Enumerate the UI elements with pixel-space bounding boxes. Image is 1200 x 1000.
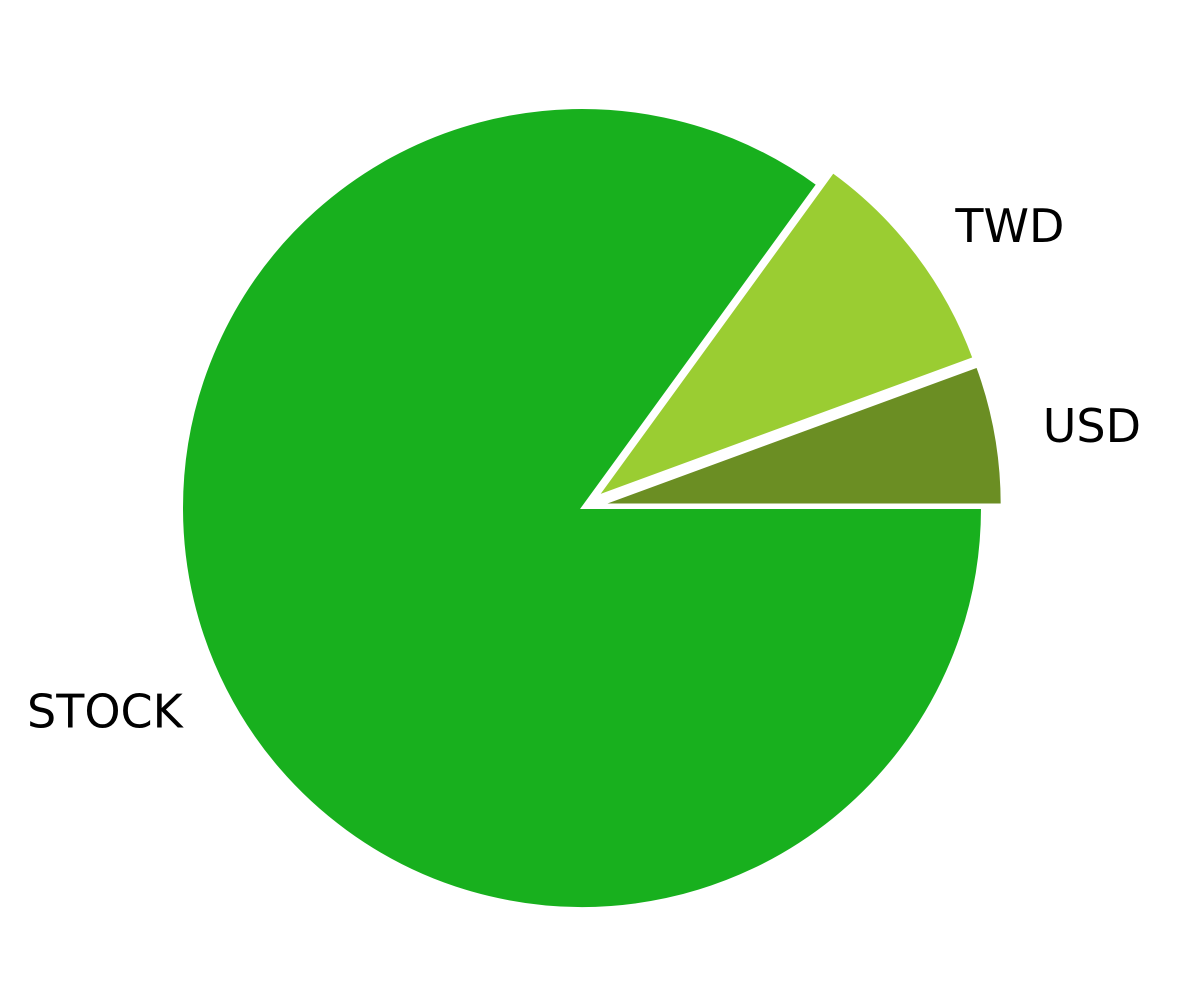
pie-label-twd: TWD — [954, 199, 1064, 253]
pie-label-stock: STOCK — [27, 684, 185, 738]
pie-slices — [181, 107, 1003, 909]
pie-slice-usd — [601, 365, 1003, 506]
pie-label-usd: USD — [1043, 399, 1141, 453]
pie-slice-twd — [595, 170, 975, 499]
pie-slice-stock — [181, 107, 984, 909]
pie-labels: USD TWD STOCK — [27, 199, 1141, 739]
